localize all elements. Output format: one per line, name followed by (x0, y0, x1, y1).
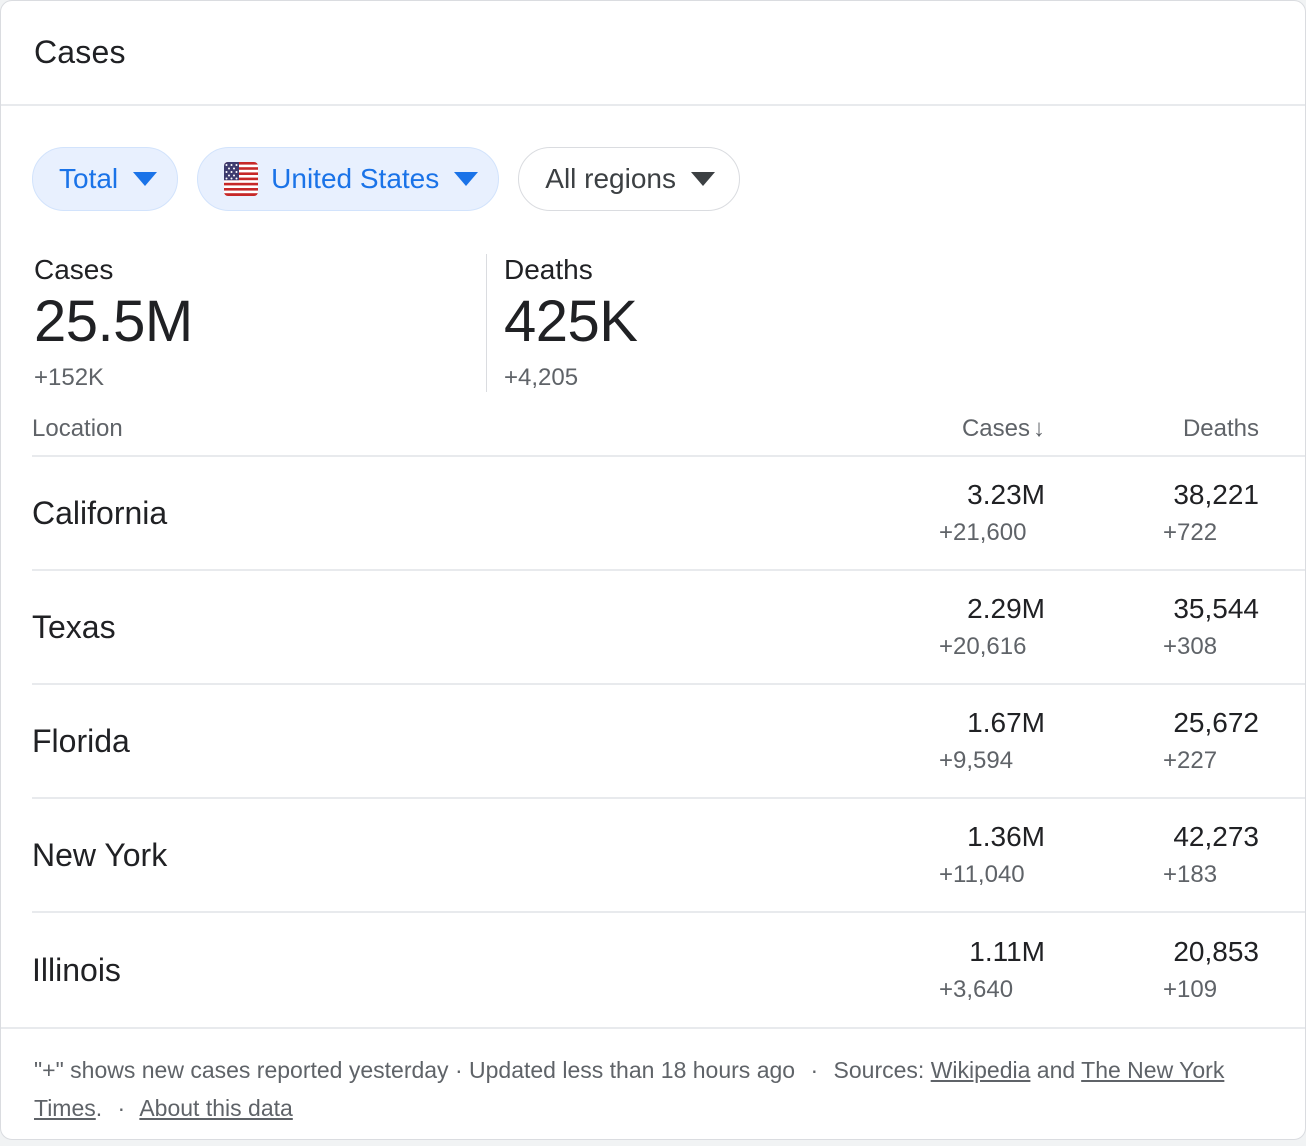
cases-value: 2.29M (967, 593, 1045, 624)
table-row[interactable]: Illinois 1.11M +3,640 20,853 +109 (32, 913, 1305, 1027)
deaths-value: 42,273 (1173, 821, 1259, 852)
column-header-deaths[interactable]: Deaths (1182, 415, 1259, 442)
region-filter-chip[interactable]: All regions (518, 147, 740, 211)
cases-value: 1.11M (969, 936, 1045, 967)
deaths-value: 38,221 (1173, 479, 1259, 510)
card-title-bar: Cases (1, 1, 1305, 106)
cases-cell: 1.36M +11,040 (939, 821, 1045, 889)
row-location: New York (32, 836, 168, 873)
table-row[interactable]: Florida 1.67M +9,594 25,672 +227 (32, 685, 1305, 799)
country-filter-chip[interactable]: United States (197, 147, 500, 211)
nyt-link[interactable]: The New York Times (34, 1057, 1225, 1121)
deaths-cell: 20,853 +109 (1163, 936, 1259, 1004)
cases-cell: 1.11M +3,640 (939, 936, 1045, 1004)
data-attribution-footer: "+" shows new cases reported yesterday ·… (1, 1027, 1305, 1127)
cases-change: +9,594 (939, 747, 1014, 774)
row-location: California (32, 494, 168, 531)
deaths-change: +183 (1163, 861, 1218, 888)
deaths-value: 25,672 (1173, 707, 1259, 738)
column-header-cases[interactable]: Cases ↓ (939, 415, 1045, 443)
table-row[interactable]: California 3.23M +21,600 38,221 +722 (32, 457, 1305, 571)
deaths-cell: 38,221 +722 (1163, 479, 1259, 547)
deaths-change: +722 (1163, 519, 1218, 546)
cases-value: 1.36M (967, 821, 1045, 852)
cases-stat-value: 25.5M (34, 289, 193, 354)
summary-stats: Cases 25.5M +152K Deaths 425K +4,205 (34, 254, 1305, 392)
filter-chips: Total (32, 147, 1305, 211)
deaths-stat-change: +4,205 (504, 364, 579, 391)
wikipedia-link[interactable]: Wikipedia (930, 1057, 1031, 1083)
footer-separator: · (117, 1095, 126, 1121)
deaths-cell: 42,273 +183 (1163, 821, 1259, 889)
page-title: Cases (34, 34, 126, 70)
cases-value: 3.23M (967, 479, 1045, 510)
cases-header-label: Cases (961, 415, 1030, 442)
deaths-stat-label: Deaths (504, 254, 593, 285)
row-location: Illinois (32, 951, 121, 988)
sources-label: Sources: (833, 1057, 925, 1083)
row-location: Texas (32, 608, 116, 645)
cases-change: +20,616 (939, 633, 1027, 660)
deaths-cell: 35,544 +308 (1163, 593, 1259, 661)
and-text: and (1036, 1057, 1076, 1083)
cases-cell: 1.67M +9,594 (939, 707, 1045, 775)
column-header-location: Location (32, 415, 123, 442)
us-flag-icon (224, 162, 259, 196)
deaths-value: 20,853 (1173, 936, 1259, 967)
cases-stat-label: Cases (34, 254, 114, 285)
about-this-data-link[interactable]: About this data (139, 1095, 293, 1121)
deaths-stat-value: 425K (504, 289, 638, 354)
table-row[interactable]: Texas 2.29M +20,616 35,544 +308 (32, 571, 1305, 685)
cases-cell: 2.29M +20,616 (939, 593, 1045, 661)
footer-note: "+" shows new cases reported yesterday ·… (34, 1057, 796, 1083)
deaths-change: +227 (1163, 747, 1218, 774)
period-text: . (95, 1095, 103, 1121)
country-filter-label: United States (271, 163, 440, 194)
chevron-down-icon (691, 172, 715, 186)
cases-change: +21,600 (939, 519, 1027, 546)
cases-value: 1.67M (967, 707, 1045, 738)
cases-change: +11,040 (939, 861, 1025, 888)
deaths-value: 35,544 (1173, 593, 1259, 624)
cases-cell: 3.23M +21,600 (939, 479, 1045, 547)
metric-filter-chip[interactable]: Total (32, 147, 179, 211)
deaths-change: +308 (1163, 633, 1218, 660)
deaths-cell: 25,672 +227 (1163, 707, 1259, 775)
deaths-stat-block: Deaths 425K +4,205 (486, 254, 638, 392)
metric-filter-label: Total (59, 163, 119, 194)
row-location: Florida (32, 722, 130, 759)
chevron-down-icon (454, 172, 479, 186)
cases-stat-block: Cases 25.5M +152K (34, 254, 486, 392)
locations-table: Location Cases ↓ Deaths California 3.23M… (32, 403, 1305, 1027)
table-row[interactable]: New York 1.36M +11,040 42,273 +183 (32, 799, 1305, 913)
region-filter-label: All regions (545, 163, 676, 194)
deaths-change: +109 (1163, 976, 1218, 1003)
footer-separator: · (810, 1057, 819, 1083)
chevron-down-icon (133, 172, 158, 186)
cases-change: +3,640 (939, 976, 1014, 1003)
cases-stat-change: +152K (34, 364, 105, 391)
table-header-row: Location Cases ↓ Deaths (32, 403, 1305, 457)
sort-descending-icon: ↓ (1033, 415, 1045, 442)
